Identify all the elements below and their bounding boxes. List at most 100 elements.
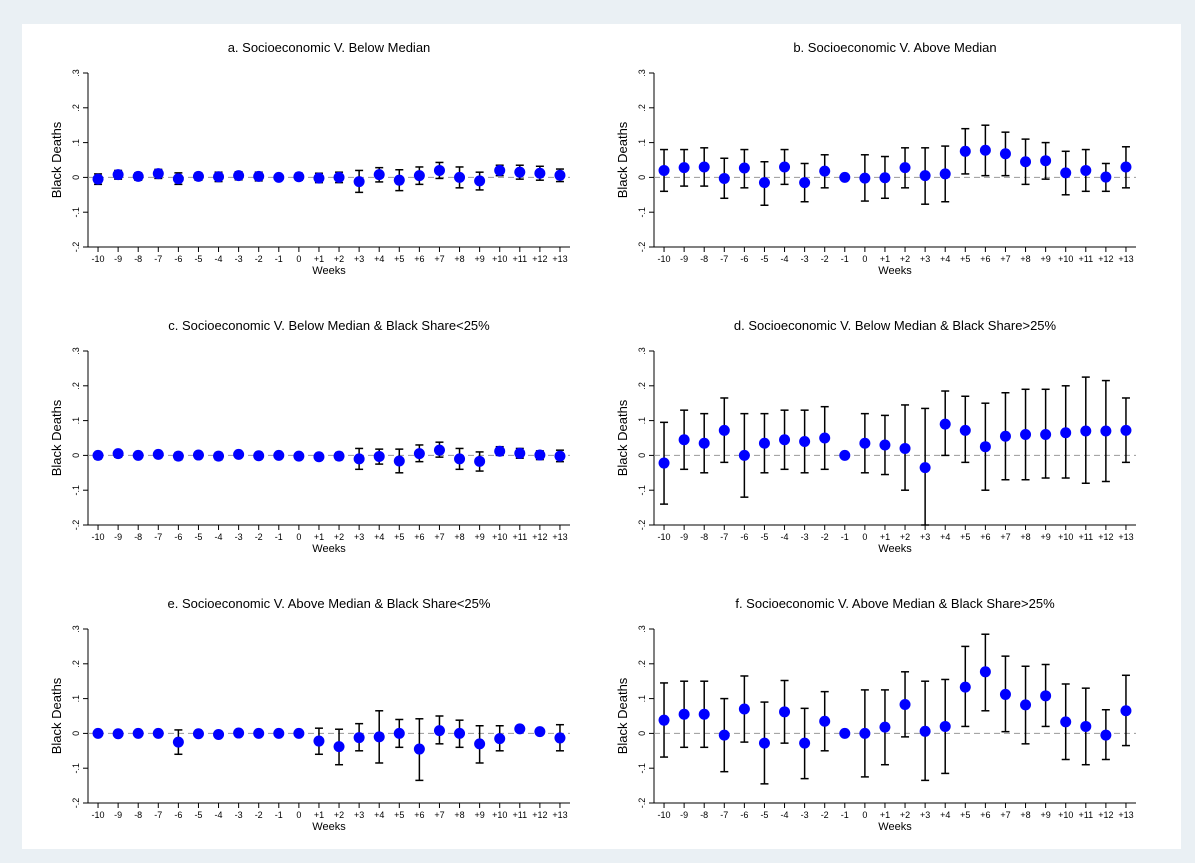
y-axis-label: Black Deaths — [49, 677, 64, 754]
x-tick-label: +8 — [1020, 532, 1030, 542]
x-tick-label: +13 — [1118, 532, 1133, 542]
point-estimate — [1040, 155, 1052, 167]
y-tick-label: .3 — [71, 347, 81, 355]
point-estimate — [999, 688, 1011, 700]
x-tick-label: +12 — [1098, 810, 1113, 820]
point-estimate — [172, 450, 184, 462]
point-estimate — [213, 171, 225, 183]
point-estimate — [92, 173, 104, 185]
point-estimate — [718, 729, 730, 741]
y-tick-label: -.2 — [637, 242, 647, 253]
x-tick-label: -3 — [801, 254, 809, 264]
point-estimate — [213, 450, 225, 462]
point-estimate — [233, 448, 245, 460]
point-estimate — [658, 714, 670, 726]
x-tick-label: -3 — [801, 532, 809, 542]
point-estimate — [413, 448, 425, 460]
x-tick-label: +7 — [434, 532, 444, 542]
point-estimate — [979, 441, 991, 453]
point-estimate — [1060, 427, 1072, 439]
x-tick-label: -7 — [720, 810, 728, 820]
point-estimate — [233, 727, 245, 739]
panel-title: d. Socioeconomic V. Below Median & Black… — [734, 318, 1057, 333]
x-tick-label: +2 — [334, 254, 344, 264]
point-estimate — [899, 442, 911, 454]
x-tick-label: -5 — [760, 254, 768, 264]
x-tick-label: +3 — [920, 810, 930, 820]
point-estimate — [959, 424, 971, 436]
point-estimate — [979, 144, 991, 156]
x-tick-label: +11 — [1078, 254, 1093, 264]
point-estimate — [1120, 424, 1132, 436]
point-estimate — [1120, 161, 1132, 173]
point-estimate — [919, 725, 931, 737]
y-tick-label: .3 — [71, 69, 81, 77]
x-tick-label: -5 — [194, 532, 202, 542]
x-tick-label: +3 — [354, 810, 364, 820]
x-tick-label: +5 — [960, 254, 970, 264]
x-tick-label: -8 — [134, 810, 142, 820]
x-tick-label: -8 — [134, 254, 142, 264]
point-estimate — [293, 727, 305, 739]
point-estimate — [474, 455, 486, 467]
x-tick-label: +4 — [374, 532, 384, 542]
y-tick-label: .1 — [71, 417, 81, 425]
x-tick-label: -6 — [174, 532, 182, 542]
x-tick-label: -4 — [215, 810, 223, 820]
point-estimate — [233, 170, 245, 182]
y-tick-label: -.2 — [637, 520, 647, 531]
x-tick-label: -2 — [255, 532, 263, 542]
point-estimate — [999, 148, 1011, 160]
x-tick-label: +1 — [880, 254, 890, 264]
x-tick-label: +2 — [900, 254, 910, 264]
point-estimate — [353, 176, 365, 188]
x-tick-label: +6 — [414, 532, 424, 542]
point-estimate — [253, 450, 265, 462]
point-estimate — [939, 168, 951, 180]
x-tick-label: +1 — [314, 254, 324, 264]
panel-e: e. Socioeconomic V. Above Median & Black… — [49, 596, 570, 833]
x-tick-label: +8 — [454, 532, 464, 542]
x-tick-label: +10 — [492, 254, 507, 264]
point-estimate — [413, 170, 425, 182]
y-axis-label: Black Deaths — [615, 399, 630, 476]
y-tick-label: -.1 — [71, 207, 81, 218]
point-estimate — [1020, 156, 1032, 168]
x-tick-label: -4 — [215, 532, 223, 542]
point-estimate — [333, 741, 345, 753]
y-tick-label: 0 — [637, 175, 647, 180]
point-estimate — [939, 418, 951, 430]
x-tick-label: -2 — [255, 810, 263, 820]
x-tick-label: -9 — [114, 532, 122, 542]
x-tick-label: -10 — [658, 810, 671, 820]
y-tick-label: .3 — [637, 625, 647, 633]
x-tick-label: -1 — [841, 810, 849, 820]
x-tick-label: -6 — [740, 532, 748, 542]
point-estimate — [172, 173, 184, 185]
x-tick-label: -7 — [720, 254, 728, 264]
point-estimate — [859, 437, 871, 449]
point-estimate — [313, 172, 325, 184]
y-tick-label: 0 — [71, 175, 81, 180]
point-estimate — [899, 699, 911, 711]
x-tick-label: +3 — [354, 532, 364, 542]
x-tick-label: +6 — [980, 254, 990, 264]
point-estimate — [738, 703, 750, 715]
point-estimate — [758, 737, 770, 749]
x-tick-label: +10 — [492, 810, 507, 820]
point-estimate — [293, 450, 305, 462]
point-estimate — [333, 450, 345, 462]
x-tick-label: -2 — [821, 810, 829, 820]
y-tick-label: .1 — [71, 695, 81, 703]
point-estimate — [839, 171, 851, 183]
x-tick-label: -9 — [680, 254, 688, 264]
x-axis-label: Weeks — [878, 543, 912, 555]
point-estimate — [738, 162, 750, 174]
x-tick-label: +1 — [880, 532, 890, 542]
point-estimate — [192, 449, 204, 461]
panel-title: f. Socioeconomic V. Above Median & Black… — [735, 596, 1055, 611]
point-estimate — [879, 721, 891, 733]
point-estimate — [758, 177, 770, 189]
y-tick-label: -.1 — [637, 207, 647, 218]
x-tick-label: +10 — [1058, 810, 1073, 820]
